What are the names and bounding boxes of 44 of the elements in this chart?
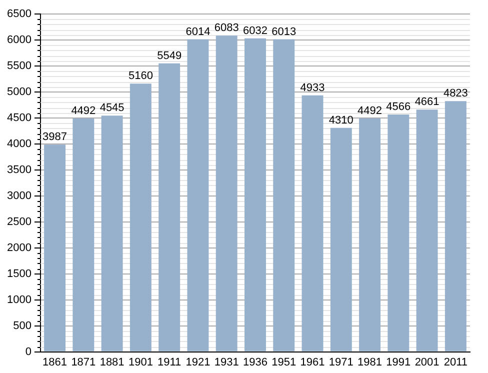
x-tick-label: 1931 — [214, 356, 239, 368]
x-tick-label: 1971 — [328, 356, 354, 368]
x-tick-label: 1901 — [128, 356, 153, 368]
x-tick-label: 1991 — [386, 356, 411, 368]
x-tick-label: 1951 — [272, 356, 296, 368]
x-tick-label: 1961 — [300, 356, 325, 368]
y-tick-label: 2000 — [6, 242, 32, 254]
data-label: 6013 — [272, 26, 296, 38]
y-tick-label: 1000 — [6, 294, 32, 306]
x-tick-label: 1921 — [186, 356, 210, 368]
data-label: 6014 — [186, 26, 210, 38]
x-tick-label: 1881 — [100, 356, 124, 368]
x-tick-label: 1911 — [158, 356, 182, 368]
y-tick-label: 3000 — [6, 190, 32, 202]
y-tick-label: 0 — [25, 346, 32, 358]
y-tick-label: 6500 — [6, 8, 32, 20]
data-label: 6032 — [242, 24, 268, 37]
data-label: 4823 — [443, 88, 468, 100]
y-tick-label: 2500 — [6, 216, 32, 228]
y-tick-label: 500 — [13, 320, 32, 332]
data-label: 4310 — [328, 114, 354, 126]
y-tick-label: 4500 — [6, 112, 32, 124]
x-tick-label: 2001 — [414, 356, 440, 368]
x-tick-label: 1871 — [71, 356, 96, 368]
y-tick-label: 5500 — [6, 60, 32, 72]
data-label: 4933 — [300, 82, 325, 94]
data-label: 3987 — [42, 131, 68, 144]
data-label: 5160 — [128, 70, 153, 82]
x-tick-label: 1981 — [358, 356, 382, 368]
y-tick-label: 1500 — [6, 268, 32, 280]
y-tick-label: 6000 — [6, 34, 32, 46]
x-tick-label: 1861 — [42, 356, 68, 368]
y-tick-label: 3500 — [6, 164, 32, 176]
data-label: 4566 — [386, 101, 411, 114]
data-label: 4661 — [414, 96, 440, 108]
y-tick-label: 5000 — [6, 86, 32, 98]
data-label: 4492 — [71, 104, 96, 117]
x-tick-label: 1936 — [242, 356, 268, 368]
data-label: 6083 — [214, 22, 239, 34]
x-tick-label: 2011 — [444, 356, 468, 368]
data-label: 4492 — [358, 104, 382, 117]
data-label: 5549 — [157, 50, 182, 62]
y-tick-label: 4000 — [6, 138, 32, 150]
data-label: 4545 — [100, 102, 124, 114]
